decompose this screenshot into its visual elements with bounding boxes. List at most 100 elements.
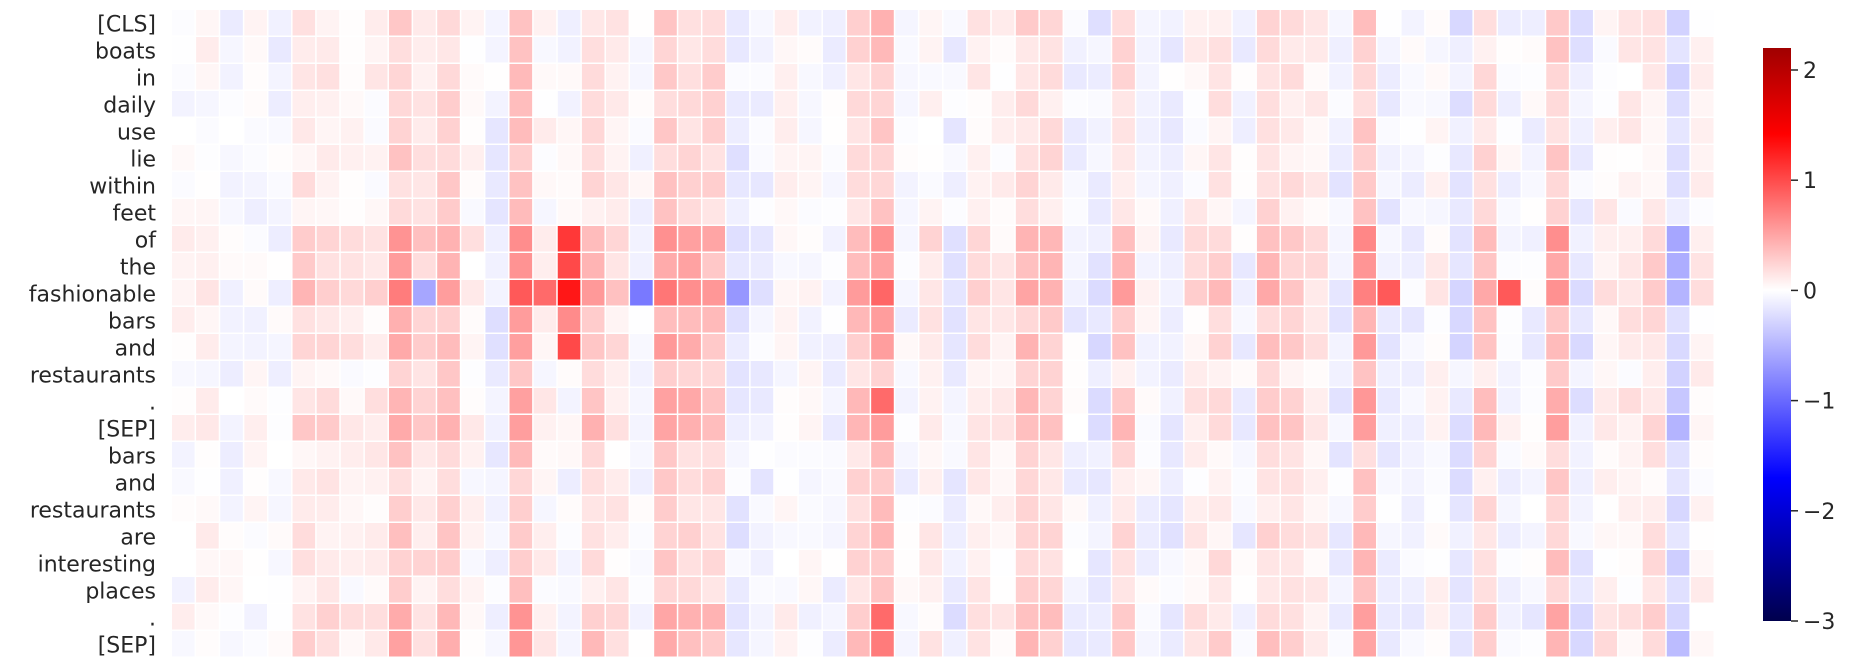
heatmap-cell	[967, 442, 991, 468]
heatmap-cell	[1570, 307, 1593, 333]
heatmap-cell	[1425, 199, 1449, 225]
heatmap-cell	[1401, 388, 1425, 414]
heatmap-cell	[364, 361, 388, 387]
heatmap-cell	[919, 10, 942, 36]
heatmap-cell	[1425, 442, 1449, 468]
heatmap-cell	[1256, 64, 1280, 90]
heatmap-cell	[485, 523, 509, 549]
row-labels: [CLS]boatsindailyuseliewithinfeetofthefa…	[29, 13, 157, 659]
heatmap-cell	[605, 631, 629, 657]
heatmap-cell	[581, 415, 605, 441]
heatmap-cell	[557, 145, 581, 171]
heatmap-cell	[895, 253, 918, 279]
heatmap-cell	[1136, 415, 1159, 441]
heatmap-cell	[822, 199, 846, 225]
heatmap-cell	[268, 199, 292, 225]
heatmap-cell	[1160, 199, 1184, 225]
heatmap-cell	[822, 415, 846, 441]
heatmap-cell	[1690, 118, 1714, 144]
heatmap-cell	[1329, 199, 1352, 225]
heatmap-cell	[871, 496, 894, 522]
heatmap-cell	[1642, 280, 1666, 306]
heatmap-cell	[1546, 604, 1569, 630]
heatmap-cell	[726, 10, 750, 36]
heatmap-cell	[388, 523, 412, 549]
heatmap-cell	[678, 37, 701, 63]
heatmap-cell	[413, 172, 436, 198]
heatmap-cell	[630, 307, 653, 333]
heatmap-cell	[172, 469, 195, 495]
heatmap-cell	[1425, 361, 1449, 387]
heatmap-cell	[967, 334, 991, 360]
heatmap-cell	[847, 280, 870, 306]
heatmap-cell	[1039, 442, 1063, 468]
heatmap-cell	[1208, 415, 1232, 441]
heatmap-cell	[1136, 10, 1159, 36]
heatmap-cell	[798, 523, 822, 549]
heatmap-cell	[1039, 91, 1063, 117]
heatmap-cell	[798, 253, 822, 279]
heatmap-cell	[1377, 496, 1401, 522]
heatmap-cell	[292, 604, 316, 630]
heatmap-cell	[967, 199, 991, 225]
heatmap-cell	[292, 415, 316, 441]
heatmap-cell	[822, 64, 846, 90]
heatmap-cell	[1256, 388, 1280, 414]
heatmap-cell	[847, 91, 870, 117]
heatmap-cell	[822, 145, 846, 171]
heatmap-cell	[1401, 361, 1425, 387]
heatmap-cell	[1666, 415, 1690, 441]
heatmap-cell	[1232, 226, 1256, 252]
heatmap-cell	[1281, 415, 1304, 441]
heatmap-cell	[1039, 37, 1063, 63]
heatmap-cell	[1570, 10, 1593, 36]
heatmap-cell	[1546, 226, 1569, 252]
heatmap-cell	[1281, 226, 1304, 252]
row-label: feet	[113, 202, 157, 227]
heatmap-cell	[702, 64, 726, 90]
heatmap-cell	[605, 10, 629, 36]
heatmap-cell	[509, 10, 533, 36]
heatmap-cell	[1594, 64, 1618, 90]
heatmap-cells	[172, 10, 1714, 657]
heatmap-cell	[509, 604, 533, 630]
heatmap-cell	[1425, 10, 1449, 36]
heatmap-cell	[1425, 469, 1449, 495]
heatmap-cell	[1642, 118, 1666, 144]
heatmap-cell	[750, 253, 774, 279]
heatmap-cell	[654, 145, 677, 171]
heatmap-cell	[268, 307, 292, 333]
heatmap-cell	[1160, 550, 1184, 576]
heatmap-cell	[244, 550, 267, 576]
heatmap-cell	[1015, 469, 1039, 495]
heatmap-cell	[702, 10, 726, 36]
heatmap-cell	[1642, 172, 1666, 198]
heatmap-cell	[1015, 604, 1039, 630]
heatmap-cell	[1570, 91, 1593, 117]
heatmap-cell	[847, 334, 870, 360]
heatmap-cell	[991, 307, 1015, 333]
heatmap-cell	[1522, 604, 1545, 630]
heatmap-cell	[678, 496, 701, 522]
heatmap-cell	[943, 334, 967, 360]
heatmap-cell	[1112, 118, 1135, 144]
heatmap-cell	[461, 280, 484, 306]
heatmap-cell	[774, 577, 798, 603]
heatmap-cell	[798, 442, 822, 468]
heatmap-cell	[1160, 577, 1184, 603]
heatmap-cell	[533, 253, 557, 279]
heatmap-cell	[1666, 199, 1690, 225]
heatmap-cell	[316, 415, 340, 441]
heatmap-cell	[1184, 469, 1208, 495]
heatmap-cell	[1690, 253, 1714, 279]
heatmap-cell	[1546, 523, 1569, 549]
heatmap-cell	[268, 550, 292, 576]
heatmap-cell	[1449, 415, 1473, 441]
heatmap-cell	[581, 280, 605, 306]
heatmap-cell	[1546, 496, 1569, 522]
heatmap-cell	[1594, 361, 1618, 387]
heatmap-cell	[1353, 550, 1376, 576]
heatmap-cell	[172, 253, 195, 279]
heatmap-cell	[919, 307, 942, 333]
heatmap-cell	[726, 64, 750, 90]
